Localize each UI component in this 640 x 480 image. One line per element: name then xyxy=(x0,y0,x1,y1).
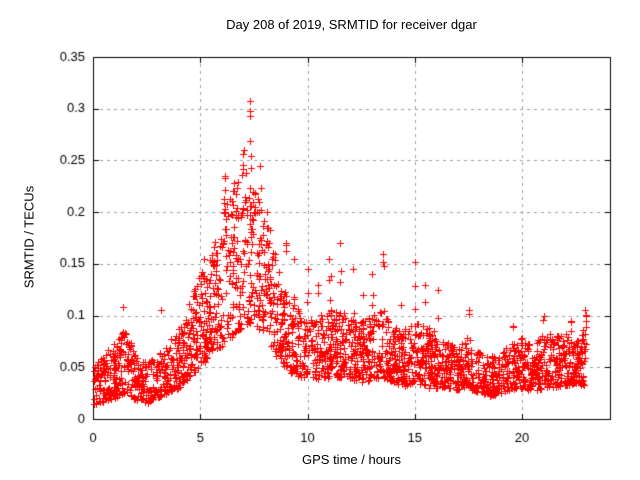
x-axis-label: GPS time / hours xyxy=(302,452,401,467)
plot-title: Day 208 of 2019, SRMTID for receiver dga… xyxy=(226,17,477,32)
y-axis-label-text: SRMTID / TECUs xyxy=(21,185,37,289)
